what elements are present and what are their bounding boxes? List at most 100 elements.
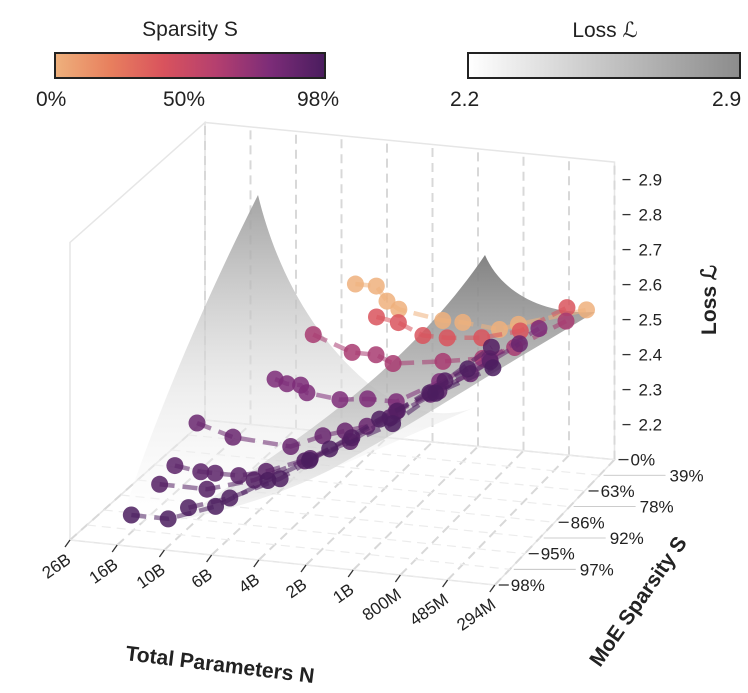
x-tick-label: 10B xyxy=(133,560,169,593)
data-point xyxy=(278,375,296,393)
data-point xyxy=(188,414,206,432)
sparsity-colorbar-label-min: 0% xyxy=(36,88,67,111)
loss-colorbar-title: Loss ℒ xyxy=(572,19,638,42)
y-tick-label: 0% xyxy=(631,451,656,470)
floor-gridline xyxy=(171,449,585,492)
z-tick-label: 2.4 xyxy=(639,346,663,365)
data-point xyxy=(454,313,472,331)
data-point xyxy=(384,354,402,372)
data-point xyxy=(122,506,140,524)
series-98-percent xyxy=(122,359,502,528)
data-point xyxy=(578,301,596,319)
sparsity-colorbar-title: Sparsity S xyxy=(142,18,238,41)
x-tick-mark xyxy=(489,584,496,593)
data-point xyxy=(298,384,316,402)
floor-gridline xyxy=(137,479,555,523)
data-point xyxy=(530,320,548,338)
x-tick-label: 294M xyxy=(453,595,499,635)
x-tick-label: 4B xyxy=(235,570,263,597)
data-point xyxy=(557,312,575,330)
data-point xyxy=(359,390,377,408)
data-point xyxy=(230,467,248,485)
y-tick-label: 92% xyxy=(610,529,644,548)
x-tick-mark xyxy=(394,574,401,583)
data-point xyxy=(427,384,445,402)
floor-gridline xyxy=(399,450,525,576)
loss-surface xyxy=(120,195,595,525)
sparsity-colorbar xyxy=(54,52,326,79)
floor-gridline xyxy=(69,539,495,586)
data-point xyxy=(414,326,432,344)
data-point xyxy=(259,471,277,489)
floor-gridline xyxy=(86,524,510,570)
data-point xyxy=(367,308,385,326)
x-tick-label: 16B xyxy=(86,555,122,588)
y-tick-label: 39% xyxy=(670,466,704,485)
x-tick-label: 800M xyxy=(359,585,405,625)
data-point xyxy=(304,326,322,344)
z-tick-label: 2.3 xyxy=(639,381,663,400)
floor-gridline xyxy=(103,509,525,555)
data-point xyxy=(314,427,332,445)
data-point xyxy=(367,277,385,295)
data-point xyxy=(346,275,364,293)
fit-line xyxy=(131,365,494,522)
y-tick-label: 95% xyxy=(541,545,575,564)
data-point xyxy=(180,499,198,517)
floor-gridline xyxy=(154,464,570,508)
x-tick-mark xyxy=(442,579,449,588)
data-point xyxy=(390,300,408,318)
y-tick-label: 86% xyxy=(571,513,605,532)
sparsity-colorbar-label-max: 98% xyxy=(297,88,340,111)
x-tick-mark xyxy=(253,559,260,568)
y-tick-label: 78% xyxy=(640,498,674,517)
data-point xyxy=(389,314,407,332)
x-tick-mark xyxy=(300,564,307,573)
data-point xyxy=(434,311,452,329)
sparsity-colorbar-label-mid: 50% xyxy=(163,88,206,111)
data-point xyxy=(245,471,263,489)
data-point xyxy=(282,438,300,456)
loss-surface-left-sheet xyxy=(120,195,480,525)
z-tick-label: 2.2 xyxy=(639,416,663,435)
data-point xyxy=(151,475,169,493)
z-axis-title: Loss ℒ xyxy=(698,265,721,335)
data-point xyxy=(300,451,318,469)
x-tick-mark xyxy=(206,554,213,563)
x-tick-mark xyxy=(64,539,71,548)
floor-gridline xyxy=(120,494,540,539)
x-axis-title: Total Parameters N xyxy=(124,642,315,688)
x-tick-mark xyxy=(158,549,165,558)
data-point xyxy=(511,322,529,340)
z-tick-label: 2.9 xyxy=(639,171,663,190)
series-39-percent xyxy=(367,299,576,347)
data-point xyxy=(371,410,389,428)
z-tick-label: 2.7 xyxy=(639,241,663,260)
x-tick-label: 1B xyxy=(330,580,358,607)
x-tick-mark xyxy=(347,569,354,578)
loss-colorbar xyxy=(467,52,741,79)
z-tick-label: 2.8 xyxy=(639,206,663,225)
data-point xyxy=(378,292,396,310)
x-tick-label: 485M xyxy=(406,590,452,630)
data-point xyxy=(224,428,242,446)
data-point xyxy=(434,352,452,370)
loss-colorbar-label-max: 2.9 xyxy=(712,88,742,111)
data-point xyxy=(206,464,224,482)
data-point xyxy=(192,463,210,481)
x-tick-label: 2B xyxy=(282,575,310,602)
fit-line xyxy=(196,341,521,449)
data-point xyxy=(484,359,502,377)
floor-gridline xyxy=(352,445,479,571)
data-point xyxy=(343,343,361,361)
data-point xyxy=(482,338,500,356)
data-point xyxy=(166,457,184,475)
x-tick-label: 26B xyxy=(39,550,75,583)
y-tick-label: 98% xyxy=(511,576,545,595)
data-point xyxy=(558,299,576,317)
x-tick-label: 6B xyxy=(188,565,216,592)
z-tick-label: 2.5 xyxy=(639,311,663,330)
fit-line xyxy=(274,326,541,405)
y-tick-label: 97% xyxy=(580,560,614,579)
